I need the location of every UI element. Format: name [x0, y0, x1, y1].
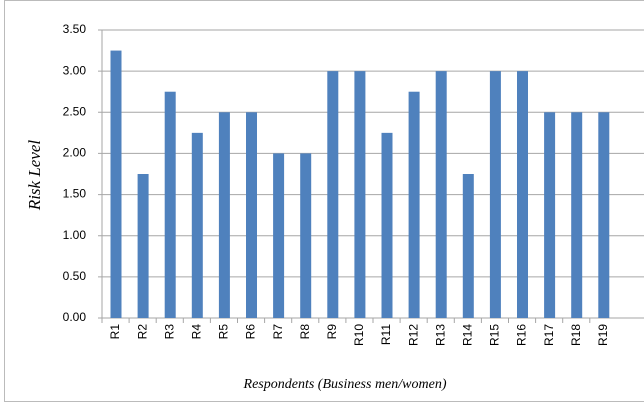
y-tick-label: 0.50 [63, 269, 87, 283]
bar [191, 132, 203, 318]
x-tick-label: R16 [515, 324, 529, 346]
x-tick-label: R13 [433, 324, 447, 346]
y-tick-label: 2.00 [63, 146, 87, 160]
x-tick-label: R18 [569, 324, 583, 346]
x-tick-label: R12 [406, 324, 420, 346]
x-tick-label: R2 [135, 324, 149, 340]
y-tick-label: 1.50 [63, 187, 87, 201]
x-tick-label: R11 [379, 324, 393, 345]
bar [408, 91, 420, 318]
x-tick-label: R10 [352, 324, 366, 346]
bar [164, 91, 176, 318]
bar [273, 153, 285, 318]
bar [517, 71, 528, 319]
y-tick-label: 2.50 [63, 104, 87, 118]
x-tick-label: R19 [596, 324, 610, 346]
y-axis-title: Risk Level [25, 140, 44, 212]
x-axis-title: Respondents (Business men/women) [243, 377, 447, 392]
bar [544, 112, 556, 319]
bar [489, 71, 501, 319]
x-tick-label: R15 [488, 324, 502, 346]
x-tick-label: R7 [271, 324, 285, 340]
y-tick-label: 3.50 [63, 22, 87, 36]
bar [462, 174, 474, 318]
bar [381, 132, 393, 318]
y-tick-label: 0.00 [63, 310, 87, 324]
x-tick-label: R4 [189, 324, 203, 340]
x-tick-label: R17 [542, 324, 556, 346]
bar [354, 71, 366, 319]
bar [246, 112, 257, 319]
x-tick-label: R1 [108, 324, 122, 340]
bar [110, 50, 122, 318]
bar [300, 153, 312, 318]
bar [435, 71, 447, 319]
y-tick-label: 1.00 [63, 228, 87, 242]
y-tick-label: 3.00 [63, 63, 87, 77]
x-tick-label: R3 [162, 324, 176, 340]
x-tick-label: R14 [460, 324, 474, 346]
bar [137, 174, 149, 318]
bar [571, 112, 583, 319]
x-tick-label: R6 [244, 324, 258, 340]
x-tick-label: R5 [217, 324, 231, 340]
x-tick-label: R8 [298, 324, 312, 340]
bar [218, 112, 230, 319]
bar [327, 71, 339, 319]
x-tick-label: R9 [325, 324, 339, 340]
bar [598, 112, 610, 319]
